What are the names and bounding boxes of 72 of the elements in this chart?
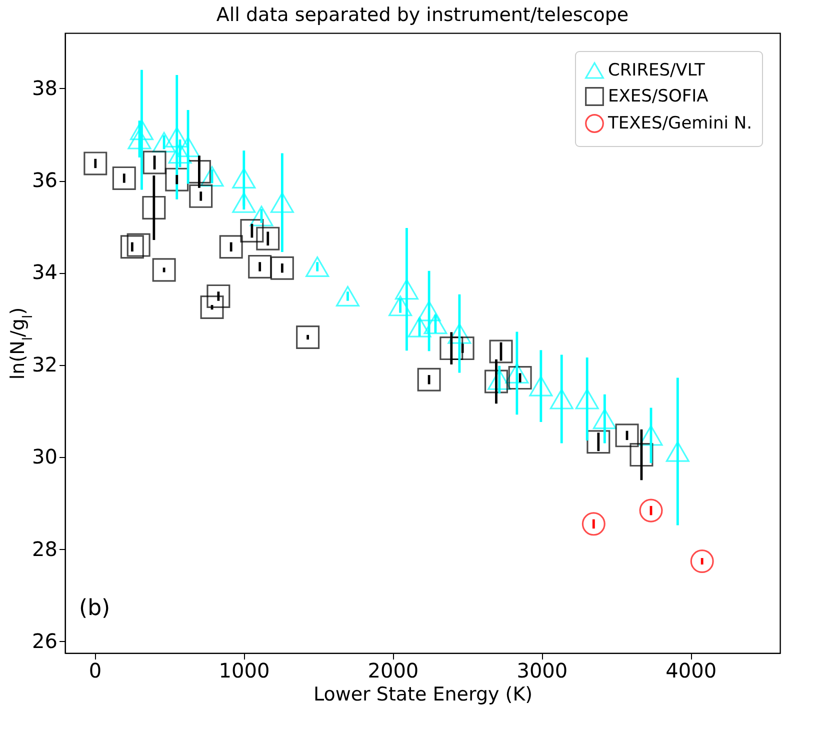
- point: [450, 336, 474, 360]
- point: [508, 366, 532, 390]
- point: [592, 408, 616, 430]
- point: [306, 256, 330, 277]
- point: [424, 314, 448, 334]
- point: [388, 296, 412, 316]
- point: [232, 192, 256, 213]
- point: [84, 152, 108, 176]
- legend-label: TEXES/Gemini N.: [607, 114, 752, 134]
- point: [130, 120, 154, 140]
- point: [112, 166, 136, 190]
- point: [232, 168, 256, 188]
- point: [586, 430, 610, 454]
- point: [240, 219, 264, 243]
- point: [336, 286, 360, 306]
- point: [440, 336, 464, 360]
- point: [394, 279, 418, 300]
- point: [176, 136, 200, 158]
- point: [128, 128, 152, 150]
- y-tick-label: 38: [32, 76, 58, 100]
- point: [505, 362, 529, 384]
- point: [168, 143, 192, 164]
- point: [550, 388, 574, 410]
- point: [248, 254, 272, 278]
- point: [448, 323, 472, 344]
- point: [690, 550, 714, 573]
- point: [200, 166, 224, 187]
- x-tick-label: 0: [88, 658, 102, 682]
- point: [250, 206, 274, 226]
- point: [484, 370, 508, 394]
- point: [189, 184, 213, 208]
- point: [582, 512, 606, 536]
- point: [142, 196, 166, 220]
- y-tick-label: 26: [32, 628, 58, 653]
- point: [296, 325, 320, 349]
- x-axis-title: Lower State Energy (K): [313, 684, 533, 706]
- point: [488, 369, 512, 390]
- legend-label: EXES/SOFIA: [608, 86, 709, 106]
- point: [615, 424, 639, 448]
- point: [630, 443, 654, 467]
- y-tick-label: 36: [32, 168, 58, 192]
- point: [666, 441, 690, 462]
- point: [219, 235, 243, 259]
- y-tick-label: 30: [32, 444, 58, 469]
- x-tick-label: 4000: [666, 658, 717, 682]
- x-tick-label: 3000: [516, 658, 568, 682]
- point: [270, 192, 294, 213]
- point: [639, 498, 663, 522]
- y-tick-label: 28: [32, 536, 58, 561]
- annotation: (b): [79, 596, 110, 621]
- point: [270, 256, 294, 280]
- chart-title: All data separated by instrument/telescope: [216, 4, 629, 26]
- point: [165, 126, 189, 148]
- x-tick-label: 2000: [368, 658, 419, 682]
- point: [206, 284, 230, 308]
- point: [529, 376, 553, 396]
- point: [417, 300, 441, 322]
- y-tick-label: 32: [32, 352, 58, 376]
- point: [120, 235, 144, 259]
- point: [575, 388, 599, 410]
- point: [639, 425, 663, 446]
- point: [489, 340, 513, 364]
- point: [152, 258, 176, 282]
- x-tick-label: 1000: [218, 658, 270, 682]
- point: [256, 226, 280, 250]
- legend-label: CRIRES/VLT: [608, 60, 706, 80]
- point: [417, 368, 441, 392]
- point: [408, 316, 432, 338]
- point: [142, 150, 166, 174]
- point: [126, 233, 150, 257]
- point: [200, 296, 224, 320]
- y-tick-label: 34: [32, 260, 58, 284]
